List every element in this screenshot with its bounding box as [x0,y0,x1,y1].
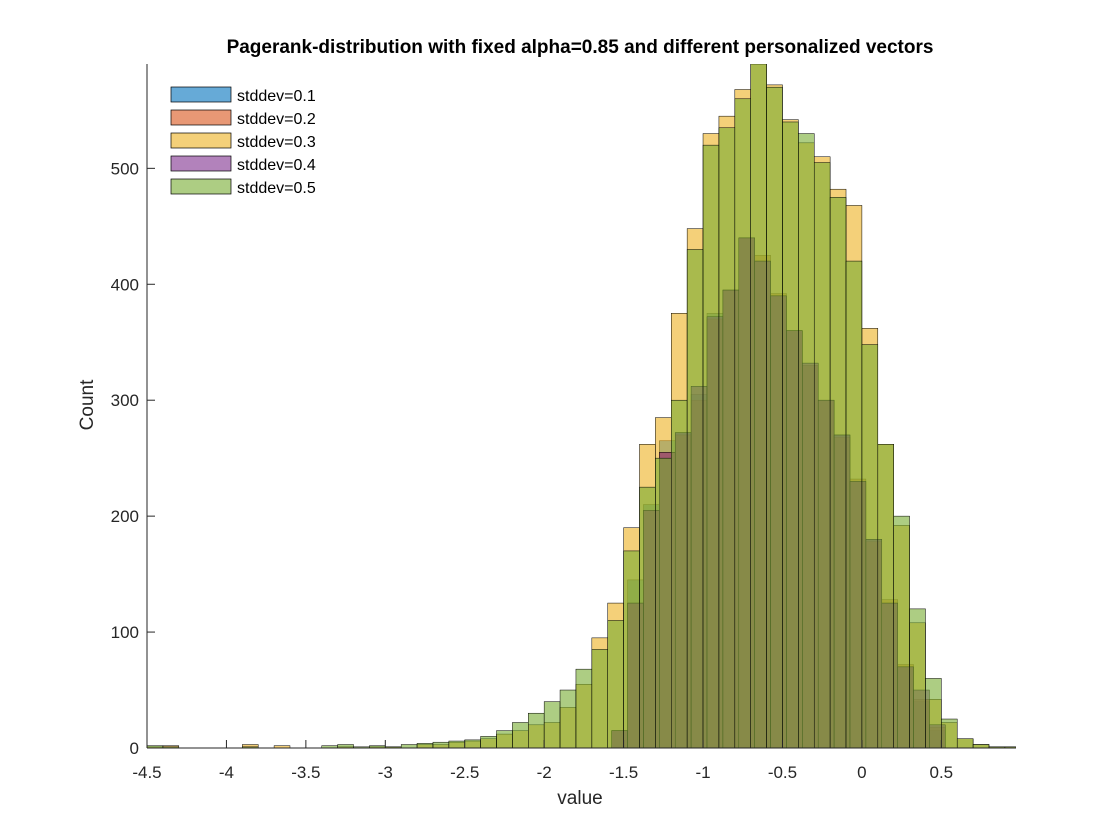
histogram-bar [686,249,704,748]
x-tick-label: -3 [378,763,393,782]
histogram-bar [718,127,736,748]
x-tick-label: -1.5 [609,763,638,782]
histogram-bar [242,744,259,748]
histogram-bar [655,457,672,748]
y-tick-label: 100 [111,623,139,642]
histogram-bar [543,701,561,748]
histogram-bar [956,738,974,748]
x-axis-label: value [557,788,602,809]
histogram-bar [861,344,879,748]
legend-swatch [170,109,232,126]
histogram-bar [432,741,450,748]
histogram-bar [925,678,942,748]
histogram-bar [448,740,465,748]
histogram-bars [147,64,1016,748]
histogram-bar [909,608,926,748]
y-tick-label: 300 [111,391,139,410]
legend-label: stddev=0.4 [237,157,316,174]
histogram-bar [639,486,656,748]
histogram-bar [496,730,513,748]
histogram-bar [766,86,783,748]
histogram-bar [242,746,259,748]
histogram-bar [528,712,545,748]
y-axis-label: Count [77,379,98,430]
chart-title: Pagerank-distribution with fixed alpha=0… [227,37,934,58]
histogram-bar [575,668,593,748]
histogram-bar [893,515,910,748]
x-tick-label: -3.5 [291,763,320,782]
histogram-bar [400,744,418,748]
legend-label: stddev=0.5 [237,180,316,197]
x-tick-label: 0 [857,763,866,782]
y-tick-label: 200 [111,507,139,526]
legend-label: stddev=0.2 [237,111,316,128]
histogram-bar [782,121,799,748]
y-tick-label: 400 [111,275,139,294]
histogram-bar [162,746,180,748]
x-tick-label: -2 [537,763,552,782]
axes: -4.5 -4 -3.5 -3 -2.5 -2 -1.5 -1 -0.5 0 0.5 0 100 200 3… [111,64,1016,782]
y-tick-label: 0 [130,739,139,758]
histogram-bar [845,260,863,748]
legend-swatch [170,178,232,195]
legend-swatch [170,132,232,149]
series-stddev=0.5 [147,64,1016,748]
histogram-bar [337,744,354,748]
legend-label: stddev=0.3 [237,134,316,151]
histogram-bar [512,722,529,748]
x-tick-label: -4.5 [132,763,161,782]
histogram-bar [972,744,990,748]
histogram-bar [813,162,831,748]
histogram-bar [750,64,767,748]
histogram-bar [671,399,688,748]
histogram-bar [464,739,481,748]
histogram-bar [941,718,958,748]
legend-label: stddev=0.1 [237,88,316,105]
histogram-bar [480,736,497,748]
histogram-bar [829,197,847,748]
y-tick-label: 500 [111,159,139,178]
histogram-bar [559,689,577,748]
x-tick-label: 0.5 [930,763,954,782]
x-tick-label: -0.5 [768,763,797,782]
histogram-bar [734,98,751,748]
legend-swatch [170,86,232,103]
legend-swatch [170,155,232,172]
histogram-bar [623,550,640,748]
x-tick-label: -1 [695,763,710,782]
histogram-bar [702,144,720,748]
legend: stddev=0.1 stddev=0.2 stddev=0.3 stddev=0.4… [170,86,316,197]
x-tick-label: -4 [219,763,234,782]
histogram-bar [607,620,624,748]
histogram-bar [416,743,434,748]
histogram-bar [798,133,815,748]
histogram-bar [1004,746,1016,748]
x-tick-label: -2.5 [450,763,479,782]
histogram-bar [877,444,894,748]
histogram-bar [591,649,608,748]
